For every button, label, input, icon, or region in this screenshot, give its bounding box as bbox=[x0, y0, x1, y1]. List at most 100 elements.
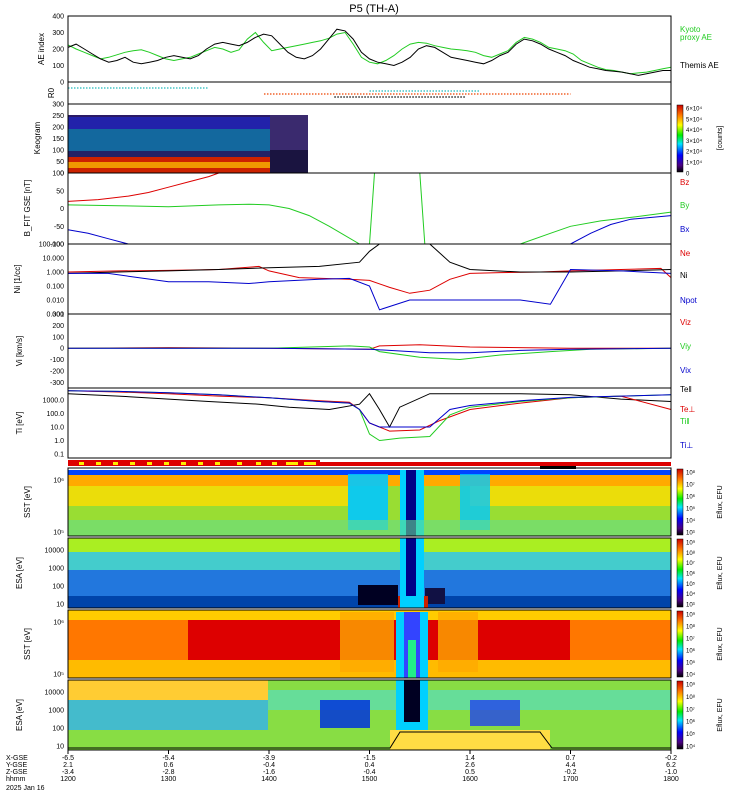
keogram-colorbar-label: [counts] bbox=[717, 126, 724, 151]
temperature-legend-3: Ti⊥ bbox=[680, 441, 693, 450]
spectrogram-2-colorbar-tick-2: 10⁷ bbox=[686, 636, 695, 643]
keogram-colorbar-tick-3: 3×10⁴ bbox=[686, 138, 703, 145]
y-gse-value-0: 2.1 bbox=[63, 762, 73, 769]
temperature-legend-0: Te‖ bbox=[680, 385, 692, 394]
z-gse-value-4: 0.5 bbox=[465, 769, 475, 776]
temperature-legend-2: Ti‖ bbox=[680, 417, 690, 426]
ion-sst-colorbar bbox=[676, 468, 684, 536]
bfield-ylabel: B_FIT GSE [nT] bbox=[23, 180, 32, 237]
spectrogram-0-ytick-0: 10⁶ bbox=[53, 478, 64, 485]
velocity-ytick-0: 300 bbox=[52, 312, 64, 319]
time-tick-label-6: 1800 bbox=[663, 776, 679, 783]
keogram-ytick-3: 150 bbox=[52, 136, 64, 143]
bfield-panel: B_FIT GSE [nT] bbox=[23, 172, 672, 245]
density-series bbox=[67, 243, 672, 311]
spectrogram-3-colorbar-tick-2: 10⁷ bbox=[686, 706, 695, 713]
density-line-1 bbox=[67, 243, 672, 274]
density-ytick-4: 0.010 bbox=[46, 298, 64, 305]
spectrogram-0-colorbar-tick-1: 10⁷ bbox=[686, 482, 695, 489]
spectrogram-1-colorbar-tick-3: 10⁶ bbox=[686, 571, 696, 578]
ion-esa-spectrogram bbox=[68, 538, 671, 608]
temperature-line-0 bbox=[67, 392, 672, 429]
electron-sst-ylabel: SST [eV] bbox=[23, 628, 32, 660]
keogram-colorbar-tick-2: 4×10⁴ bbox=[686, 127, 703, 134]
temperature-ytick-0: 1000.0 bbox=[43, 398, 65, 405]
spectrogram-0-colorbar-tick-3: 10⁵ bbox=[686, 506, 696, 513]
temperature-ylabel: Ti [eV] bbox=[15, 412, 24, 435]
bfield-series bbox=[67, 172, 672, 245]
ae-index-ytick-0: 400 bbox=[52, 14, 64, 21]
time-axis: -6.52.1-3.41200-5.40.6-2.81300-3.9-0.4-1… bbox=[6, 750, 679, 792]
keogram-ytick-5: 50 bbox=[56, 159, 64, 166]
spectrogram-2-colorbar-tick-4: 10⁵ bbox=[686, 660, 696, 667]
spectrogram-1-colorbar-tick-2: 10⁷ bbox=[686, 560, 695, 567]
y-gse-value-2: -0.4 bbox=[263, 762, 275, 769]
time-tick-label-2: 1400 bbox=[261, 776, 277, 783]
spectrogram-3-ytick-0: 10000 bbox=[45, 690, 65, 697]
density-ytick-5: 0.001 bbox=[46, 312, 64, 319]
spectrogram-2-colorbar-tick-0: 10⁹ bbox=[686, 612, 696, 619]
electron-sst-colorbar bbox=[676, 610, 684, 678]
z-gse-value-3: -0.4 bbox=[363, 769, 375, 776]
axis-tick-labels: 40030020010003002502001501005006×10⁴5×10… bbox=[39, 14, 703, 751]
spectrogram-0-colorbar-tick-5: 10³ bbox=[686, 531, 695, 537]
temperature-series bbox=[67, 390, 672, 442]
ae-index-ytick-1: 300 bbox=[52, 30, 64, 37]
bfield-legend-2: Bx bbox=[680, 225, 689, 234]
spectrogram-3-ytick-1: 1000 bbox=[48, 708, 64, 715]
density-line-0 bbox=[67, 265, 672, 294]
ae-index-ytick-2: 200 bbox=[52, 47, 64, 54]
density-legend-0: Ne bbox=[680, 249, 691, 258]
spectrogram-1-ytick-1: 1000 bbox=[48, 566, 64, 573]
bfield-ytick-2: 0 bbox=[60, 206, 64, 213]
density-legend-1: Ni bbox=[680, 271, 688, 280]
time-tick-label-4: 1600 bbox=[462, 776, 478, 783]
density-line-2 bbox=[68, 268, 672, 311]
temperature-ytick-4: 0.1 bbox=[54, 451, 64, 458]
keogram-ytick-4: 100 bbox=[52, 148, 64, 155]
time-tick-label-0: 1200 bbox=[60, 776, 76, 783]
bfield-ytick-0: 100 bbox=[52, 171, 64, 178]
spectrogram-1-ytick-2: 100 bbox=[52, 584, 64, 591]
time-axis-ticks: -6.52.1-3.41200-5.40.6-2.81300-3.9-0.4-1… bbox=[60, 750, 679, 783]
velocity-legend-0: Viz bbox=[680, 318, 691, 327]
temperature-ytick-1: 100.0 bbox=[46, 411, 64, 418]
z-gse-value-6: -1.0 bbox=[665, 769, 677, 776]
x-gse-value-1: -5.4 bbox=[162, 755, 174, 762]
velocity-legend-2: Vix bbox=[680, 366, 691, 375]
spectrogram-frame-3 bbox=[67, 609, 672, 679]
ae-index-ylabel: AE index bbox=[37, 33, 46, 65]
bfield-line-1 bbox=[67, 172, 672, 245]
spectrogram-0-ytick-1: 10⁵ bbox=[53, 530, 64, 537]
temperature-ytick-3: 1.0 bbox=[54, 438, 64, 445]
ion-sst-spectrogram bbox=[68, 470, 671, 536]
y-gse-value-1: 0.6 bbox=[164, 762, 174, 769]
velocity-frame bbox=[67, 313, 672, 389]
time-tick-label-1: 1300 bbox=[161, 776, 177, 783]
bfield-ytick-4: -100 bbox=[50, 242, 64, 249]
ae-index-panel: AE index Kyoto proxy AE Themis AE bbox=[37, 15, 719, 83]
r0-ylabel: R0 bbox=[47, 87, 56, 98]
z-gse-value-2: -1.6 bbox=[263, 769, 275, 776]
time-tick-label-5: 1700 bbox=[563, 776, 579, 783]
x-gse-value-0: -6.5 bbox=[62, 755, 74, 762]
temperature-frame bbox=[67, 387, 672, 459]
bfield-ytick-1: 50 bbox=[56, 188, 64, 195]
keogram-colorbar-tick-6: 0 bbox=[686, 171, 690, 177]
spectrogram-panels: SST [eV] ESA [eV] SST [eV] ESA [eV] Eflu… bbox=[15, 467, 724, 751]
keogram-ytick-1: 250 bbox=[52, 113, 64, 120]
velocity-ytick-5: -200 bbox=[50, 368, 64, 375]
spectrogram-1-colorbar-tick-6: 10³ bbox=[686, 603, 695, 609]
density-frame bbox=[67, 243, 672, 315]
spectrogram-frame-2 bbox=[67, 537, 672, 609]
density-ytick-0: 100.000 bbox=[39, 242, 64, 249]
velocity-series bbox=[67, 344, 672, 361]
y-gse-value-4: 2.6 bbox=[465, 762, 475, 769]
keogram-ytick-0: 300 bbox=[52, 102, 64, 109]
r0-markers bbox=[68, 87, 571, 98]
spectrogram-1-colorbar-tick-4: 10⁵ bbox=[686, 581, 696, 588]
velocity-legend-1: Viy bbox=[680, 342, 691, 351]
velocity-ytick-6: -300 bbox=[50, 380, 64, 387]
ion-esa-colorbar bbox=[676, 538, 684, 608]
keogram-colorbar-tick-1: 5×10⁴ bbox=[686, 116, 703, 123]
